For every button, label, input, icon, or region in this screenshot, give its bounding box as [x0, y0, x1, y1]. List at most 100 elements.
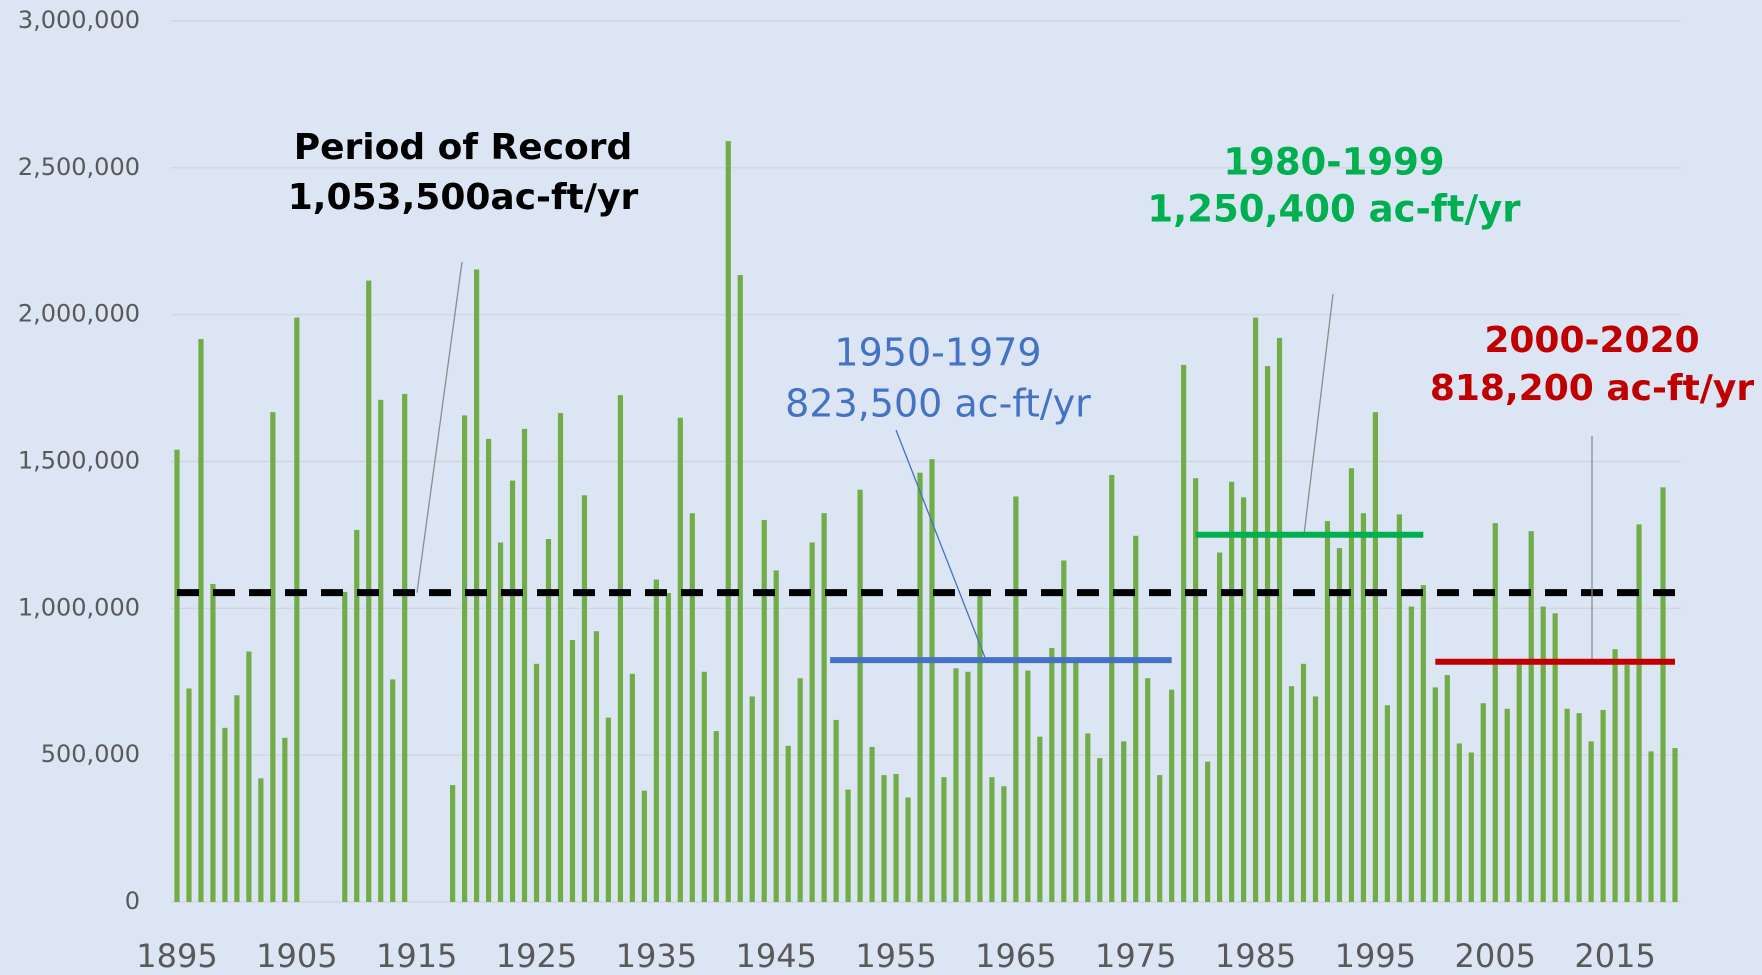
x-tick-label: 2005 — [1455, 937, 1536, 975]
bar — [1600, 709, 1606, 902]
annotation-value: 818,200 ac-ft/yr — [1430, 368, 1755, 409]
bar — [1420, 585, 1426, 902]
bar — [881, 775, 887, 902]
bar — [545, 539, 552, 902]
bar — [1252, 317, 1259, 902]
bar — [1181, 364, 1187, 902]
bar — [917, 472, 923, 902]
bar — [1372, 412, 1379, 902]
bar — [989, 777, 995, 902]
bar — [294, 317, 300, 902]
bar — [941, 777, 947, 902]
bar — [1288, 686, 1295, 902]
bar — [1205, 761, 1211, 902]
bar — [1648, 751, 1654, 902]
bar — [1061, 560, 1067, 902]
y-tick-label: 1,500,000 — [18, 447, 140, 475]
bar — [1300, 663, 1307, 902]
bar — [1324, 521, 1331, 902]
bar — [1468, 752, 1474, 902]
bar — [1492, 523, 1498, 902]
bar — [569, 640, 576, 902]
bar — [354, 529, 360, 902]
bar — [198, 339, 204, 902]
bar — [282, 737, 288, 902]
bar — [953, 668, 959, 902]
bar — [1013, 496, 1019, 902]
x-tick-label: 1925 — [496, 937, 577, 975]
bar — [509, 480, 516, 902]
bar — [1636, 524, 1642, 902]
bar — [1240, 497, 1247, 902]
bar — [1133, 535, 1139, 902]
bar — [1228, 481, 1235, 902]
bar — [174, 449, 180, 902]
bar — [378, 399, 384, 902]
annotation-value: 1,250,400 ac-ft/yr — [1147, 188, 1521, 231]
bar — [222, 727, 228, 902]
annotation-value: 1,053,500ac-ft/yr — [288, 177, 639, 218]
bar — [1097, 758, 1103, 902]
bar — [797, 678, 803, 902]
y-tick-label: 1,000,000 — [18, 593, 140, 621]
bar — [845, 789, 851, 902]
bar — [725, 141, 731, 902]
bar — [857, 489, 863, 902]
bar — [210, 583, 216, 902]
bar — [234, 695, 240, 902]
bar — [653, 579, 659, 902]
bar — [1336, 548, 1343, 902]
bar — [581, 495, 588, 902]
bar — [473, 269, 480, 902]
y-tick-label: 2,500,000 — [18, 153, 140, 181]
bar — [1588, 741, 1594, 902]
bar — [1145, 678, 1151, 902]
bar — [1360, 513, 1367, 902]
bar — [701, 671, 707, 902]
x-tick-label: 1985 — [1215, 937, 1296, 975]
bar — [1157, 775, 1163, 902]
annotation-value: 823,500 ac-ft/yr — [785, 382, 1091, 426]
y-tick-label: 0 — [125, 887, 140, 915]
leader-line — [895, 429, 987, 661]
bar — [1480, 703, 1486, 902]
annotation-label: 1950-1979 — [834, 331, 1041, 375]
bar — [929, 459, 935, 902]
bar — [1025, 670, 1031, 902]
x-tick-label: 1915 — [376, 937, 457, 975]
bar — [593, 631, 600, 902]
bar — [1384, 705, 1390, 902]
bar — [737, 275, 743, 902]
bar — [617, 395, 624, 902]
bar — [677, 417, 683, 902]
bar — [1001, 786, 1007, 902]
bar — [497, 542, 504, 902]
x-tick-label: 2015 — [1574, 937, 1655, 975]
x-tick-label: 1955 — [855, 937, 936, 975]
bar — [1444, 674, 1450, 902]
bar — [1540, 606, 1546, 902]
bar — [1564, 708, 1570, 902]
bar — [1193, 478, 1199, 902]
bar — [977, 595, 983, 902]
x-tick-label: 1945 — [735, 937, 816, 975]
bar — [450, 785, 456, 902]
bar — [521, 428, 528, 902]
bar — [905, 797, 911, 902]
bar — [246, 651, 252, 902]
bar — [1504, 708, 1510, 902]
bar — [785, 745, 791, 902]
bar — [1408, 606, 1414, 902]
bar — [1552, 613, 1558, 902]
bar — [1264, 366, 1271, 902]
bar — [1217, 552, 1223, 902]
bar — [773, 570, 779, 902]
bar — [485, 438, 492, 902]
bar — [761, 519, 767, 902]
annotation-label: 1980-1999 — [1223, 141, 1444, 184]
bar — [665, 593, 671, 902]
bar — [1624, 665, 1630, 902]
annotation-label: 2000-2020 — [1484, 320, 1699, 361]
x-tick-label: 1895 — [136, 937, 217, 975]
bar — [557, 413, 564, 902]
